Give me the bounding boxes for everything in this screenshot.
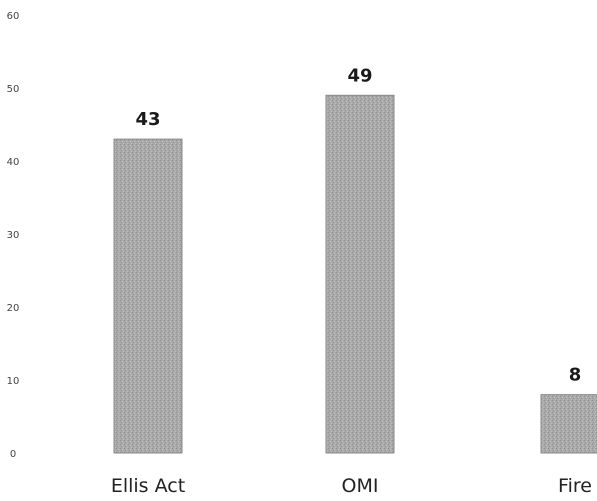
category-label-ellis-act: Ellis Act bbox=[111, 475, 185, 497]
data-label-fire: 8 bbox=[569, 365, 582, 386]
bar-ellis-act bbox=[113, 138, 183, 454]
y-axis-tick-labels: 0 10 20 30 40 50 60 bbox=[7, 11, 20, 460]
bar-omi bbox=[325, 94, 395, 454]
y-tick-label-40: 40 bbox=[7, 157, 20, 168]
bar-series bbox=[113, 94, 597, 454]
data-label-omi: 49 bbox=[347, 65, 372, 86]
bar-fire bbox=[540, 394, 597, 454]
y-tick-label-0: 0 bbox=[10, 449, 16, 460]
y-tick-label-10: 10 bbox=[7, 376, 20, 387]
category-label-fire: Fire bbox=[558, 475, 592, 497]
y-tick-label-20: 20 bbox=[7, 303, 20, 314]
x-axis-category-labels: Ellis Act OMI Fire bbox=[111, 475, 592, 497]
data-label-ellis-act: 43 bbox=[135, 109, 160, 130]
y-tick-label-30: 30 bbox=[7, 230, 20, 241]
y-tick-label-60: 60 bbox=[7, 11, 20, 22]
y-tick-label-50: 50 bbox=[7, 84, 20, 95]
bar-data-labels: 43 49 8 bbox=[135, 65, 581, 385]
category-label-omi: OMI bbox=[342, 475, 379, 497]
